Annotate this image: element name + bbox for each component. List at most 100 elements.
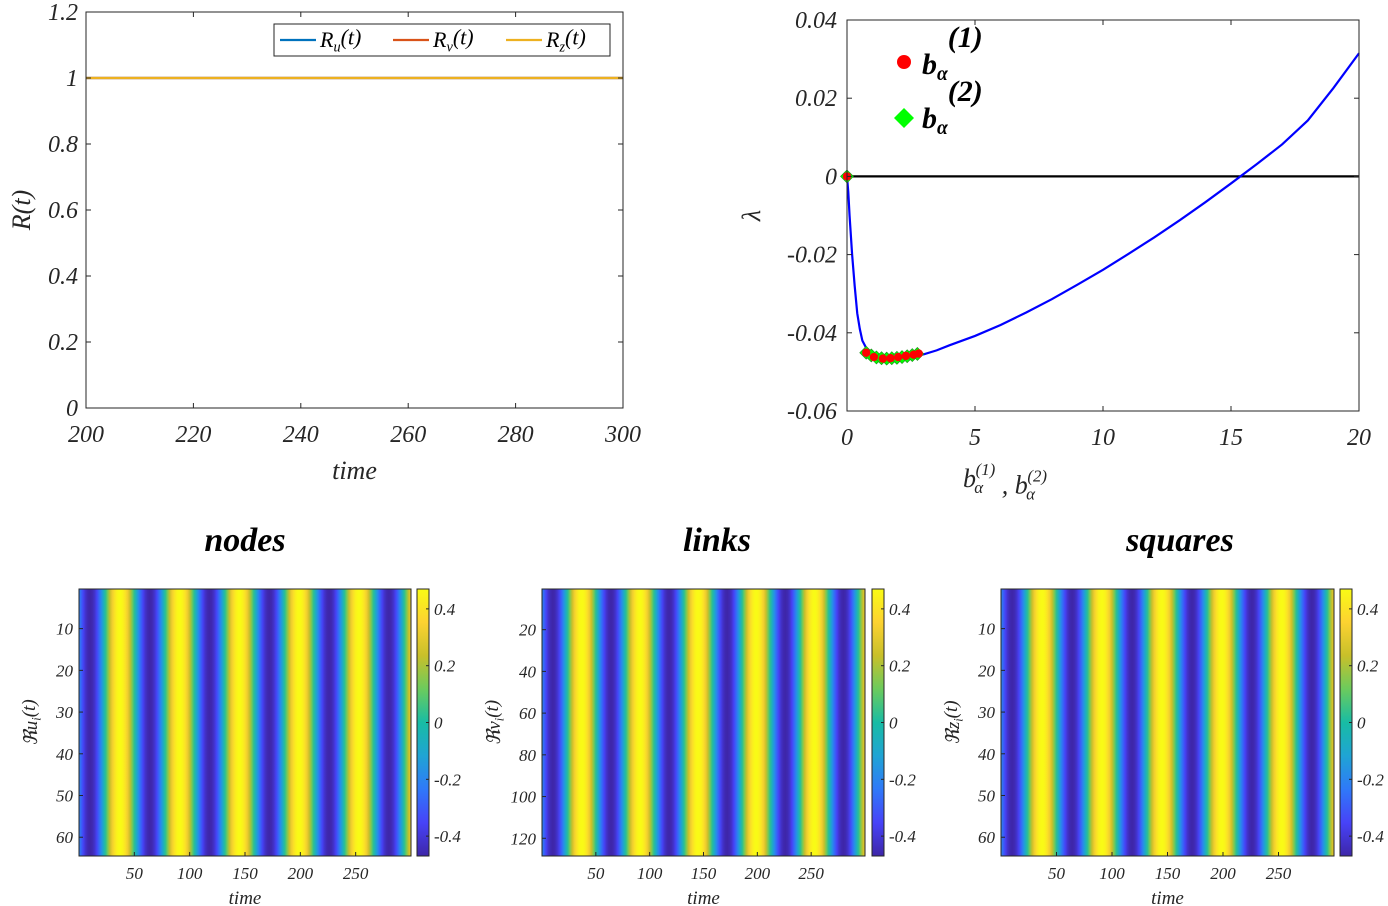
- y-tick-label: 0.8: [48, 132, 78, 158]
- text-part: (t): [341, 25, 362, 50]
- y-tick-label: 120: [511, 829, 537, 848]
- y-tick-label: 1.2: [48, 0, 78, 26]
- subscript: v: [446, 39, 453, 55]
- x-axis-label-part: (2): [1027, 467, 1047, 486]
- y-tick-label: 50: [978, 787, 996, 806]
- text-part: ℜu: [21, 721, 42, 746]
- panel-title: squares: [1125, 522, 1234, 559]
- subscript: α: [937, 118, 949, 139]
- y-tick-label: 0: [825, 164, 837, 190]
- y-tick-label: 30: [977, 703, 996, 722]
- x-tick-label: 5: [969, 425, 981, 451]
- subscript: α: [937, 64, 949, 85]
- x-axis-label-part: (1): [976, 460, 996, 479]
- y-tick-label: 10: [978, 620, 996, 639]
- y-tick-label: 30: [55, 703, 74, 722]
- b1-circle-marker: [862, 348, 871, 357]
- colorbar-tick-label: 0: [889, 714, 898, 733]
- y-axis-label: ℜvi(t): [482, 700, 507, 745]
- legend: Ru(t) Rv(t) Rz(t): [273, 23, 611, 57]
- b1-circle-marker: [894, 352, 903, 362]
- x-tick-label: 50: [587, 864, 605, 883]
- x-tick-label: 50: [126, 864, 144, 883]
- y-tick-label: 0.6: [48, 198, 78, 224]
- panel-nodes-heatmap: nodes 50 100 150 200 250 10 20 30 40 50 60 time ℜui(t…: [19, 522, 461, 906]
- subscript: u: [333, 39, 340, 55]
- legend-b2-marker: [894, 108, 914, 128]
- b1-circle-marker: [869, 352, 879, 362]
- y-tick-label: 40: [56, 745, 74, 764]
- plot-area: [86, 12, 623, 408]
- legend-b1-label: bα (1): [922, 21, 983, 85]
- x-tick-label: 300: [604, 422, 641, 448]
- y-tick-label: 0.4: [48, 264, 78, 290]
- x-axis-label: bα(1) , bα(2): [963, 460, 1047, 503]
- x-axis-label: time: [332, 456, 377, 485]
- x-tick-label: 200: [288, 864, 314, 883]
- x-tick-label: 250: [343, 864, 369, 883]
- subscript: z: [558, 39, 565, 55]
- colorbar-tick-label: 0: [434, 714, 443, 733]
- text-part: b: [922, 48, 937, 81]
- legend-b1-marker: [897, 55, 911, 69]
- x-tick-label: 150: [691, 864, 717, 883]
- colorbar-tick-label: 0.4: [434, 600, 456, 619]
- y-tick-label: 80: [519, 746, 537, 765]
- y-axis-label: λ: [737, 210, 766, 222]
- x-axis-label-part: ,: [995, 470, 1015, 499]
- text-part: (t): [453, 25, 474, 50]
- x-tick-label: 0: [841, 425, 853, 451]
- x-tick-label: 50: [1048, 864, 1066, 883]
- text-part: ℜv: [484, 721, 505, 745]
- panel-R-vs-time: 200 220 240 260 280 300 0 0.2 0.4 0.6 0.8 1 1.2 time R…: [7, 0, 641, 485]
- text-part: (t): [941, 700, 962, 718]
- x-tick-label: 280: [498, 422, 534, 448]
- y-tick-label: 50: [56, 787, 74, 806]
- legend-label: Rz(t): [545, 25, 586, 56]
- y-tick-label: -0.02: [787, 243, 837, 269]
- colorbar-tick-label: -0.2: [434, 770, 461, 789]
- colorbar-tick-label: -0.2: [1357, 770, 1384, 789]
- heatmap-cells: [79, 589, 411, 856]
- x-axis-label: time: [229, 888, 262, 906]
- y-tick-label: 60: [519, 704, 537, 723]
- panel-links-heatmap: links 50 100 150 200 250 20 40 60 80 100 120 time ℜvi…: [482, 522, 916, 906]
- text-part: R: [545, 27, 560, 52]
- x-axis-label-part: b: [963, 464, 976, 493]
- x-tick-label: 150: [232, 864, 258, 883]
- colorbar-tick-label: 0.4: [889, 600, 911, 619]
- colorbar-tick-label: -0.4: [889, 827, 916, 846]
- x-tick-label: 150: [1155, 864, 1181, 883]
- text-part: (1): [948, 21, 983, 54]
- b1-circle-marker: [886, 354, 895, 363]
- x-axis-label-part: b: [1015, 470, 1028, 499]
- text-part: (2): [948, 75, 983, 108]
- y-tick-label: 60: [56, 828, 74, 847]
- plot-area: [847, 20, 1359, 411]
- x-tick-label: 15: [1219, 425, 1243, 451]
- y-axis-label: R(t): [7, 190, 36, 231]
- x-axis-label: time: [1151, 888, 1184, 906]
- panel-title: nodes: [204, 522, 285, 559]
- x-tick-label: 220: [175, 422, 211, 448]
- text-part: b: [922, 102, 937, 135]
- colorbar-tick-label: 0.2: [889, 657, 911, 676]
- legend: bα(1)bα(2): [894, 21, 983, 139]
- text-part: (t): [19, 699, 40, 717]
- colorbar-tick-label: -0.4: [434, 827, 461, 846]
- y-axis-label: ℜui(t): [19, 699, 44, 745]
- y-tick-label: 20: [978, 661, 996, 680]
- y-tick-label: 0.02: [795, 86, 837, 112]
- y-axis-label: ℜzi(t): [941, 700, 966, 744]
- legend-label: Rv(t): [432, 25, 474, 56]
- x-tick-label: 250: [798, 864, 824, 883]
- text-part: ℜz: [943, 721, 964, 744]
- subscript: i: [30, 717, 44, 721]
- y-tick-label: -0.04: [787, 321, 837, 347]
- y-tick-label: 0.04: [795, 8, 837, 34]
- colorbar-tick-label: -0.2: [889, 770, 916, 789]
- colorbar-tick-label: 0: [1357, 714, 1366, 733]
- x-axis-label: time: [687, 888, 720, 906]
- x-axis-label-part: α: [1026, 484, 1036, 503]
